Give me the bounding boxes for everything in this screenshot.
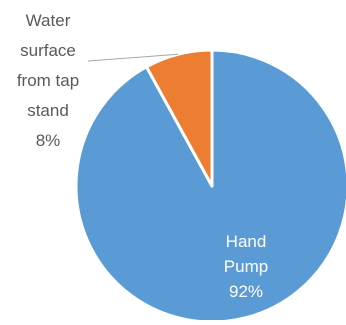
pie-slice-1 bbox=[144, 48, 214, 188]
leader-line bbox=[87, 53, 179, 62]
water-surface-percent-label: 8% bbox=[36, 131, 61, 150]
hand-pump-percent-label: 92% bbox=[229, 282, 263, 301]
water-surface-label-line-3: stand bbox=[27, 101, 69, 120]
water-surface-label-line-0: Water bbox=[26, 11, 71, 30]
water-surface-label-line-2: from tap bbox=[17, 71, 79, 90]
hand-pump-label-line-1: Pump bbox=[224, 257, 268, 276]
water-surface-label-line-1: surface bbox=[20, 41, 76, 60]
hand-pump-label-line-0: Hand bbox=[226, 232, 267, 251]
